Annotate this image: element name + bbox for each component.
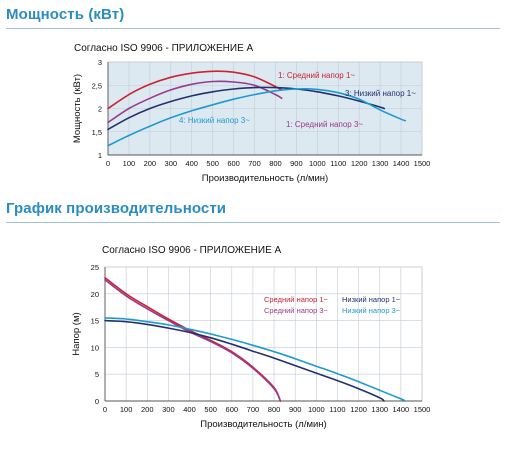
x-axis-label: Производительность (л/мин) <box>202 173 328 184</box>
x-tick-label: 1100 <box>329 405 345 414</box>
performance-chart: Согласно ISO 9906 - ПРИЛОЖЕНИЕ А0 100 200 3… <box>71 245 431 430</box>
x-tick-label: 600 <box>226 405 239 414</box>
series-line-3 <box>107 86 386 131</box>
series-line-1 <box>107 70 283 110</box>
series-annotation: 4: Низкий напор 3~ <box>179 116 250 125</box>
y-tick-label: 20 <box>91 290 99 299</box>
x-tick-label: 300 <box>165 159 178 168</box>
x-tick-label: 700 <box>248 159 261 168</box>
x-tick-label: 200 <box>144 159 157 168</box>
chart-title: Согласно ISO 9906 - ПРИЛОЖЕНИЕ А <box>74 43 254 54</box>
series-annotation: 3: Низкий напор 1~ <box>345 89 416 98</box>
x-tick-label: 900 <box>290 159 303 168</box>
x-tick-label: 400 <box>185 159 198 168</box>
x-tick-label: 700 <box>247 405 260 414</box>
section-divider <box>6 222 500 223</box>
legend-entry: Средний напор 3~ <box>264 306 329 315</box>
x-tick-label: 0 <box>103 405 107 414</box>
x-tick-label: 600 <box>227 159 240 168</box>
y-tick-label: 10 <box>91 343 99 352</box>
y-axis-label: Мощность (кВт) <box>72 74 83 143</box>
legend-entry: Низкий напор 1~ <box>342 295 401 304</box>
x-tick-label: 1100 <box>330 159 346 168</box>
x-tick-label: 900 <box>289 405 302 414</box>
series-line-4 <box>107 88 407 147</box>
y-tick-label: 5 <box>95 370 99 379</box>
section-divider <box>6 28 500 29</box>
x-tick-label: 400 <box>183 405 196 414</box>
series-line-2 <box>104 279 282 402</box>
x-tick-label: 1000 <box>308 405 325 414</box>
y-tick-label: 2 <box>98 105 102 114</box>
x-tick-label: 1300 <box>371 405 388 414</box>
x-tick-label: 100 <box>123 159 136 168</box>
series-line-2 <box>107 80 283 124</box>
y-tick-label: 1 <box>98 151 102 160</box>
legend-entry: Средний напор 1~ <box>264 295 329 304</box>
x-tick-label: 1000 <box>309 159 326 168</box>
y-tick-label: 3 <box>98 58 102 67</box>
x-axis-label: Производительность (л/мин) <box>200 419 326 430</box>
x-tick-label: 1400 <box>393 405 410 414</box>
x-tick-label: 200 <box>141 405 154 414</box>
plot-area <box>104 266 423 402</box>
y-tick-label: 2,5 <box>92 81 102 90</box>
x-tick-label: 100 <box>120 405 133 414</box>
x-tick-label: 500 <box>206 159 219 168</box>
series-line-3 <box>104 319 385 402</box>
y-axis-label: Напор (м) <box>71 312 82 355</box>
x-tick-label: 300 <box>162 405 175 414</box>
power-chart: Согласно ISO 9906 - ПРИЛОЖЕНИЕ А 0 100 200 3… <box>72 43 431 184</box>
x-tick-label: 0 <box>106 159 110 168</box>
series-annotation: 1: Средний напор 1~ <box>278 71 355 80</box>
x-tick-label: 800 <box>268 405 281 414</box>
x-tick-label: 1200 <box>350 405 367 414</box>
x-tick-label: 1500 <box>414 405 431 414</box>
x-tick-label: 800 <box>269 159 282 168</box>
x-tick-label: 500 <box>204 405 217 414</box>
x-tick-label: 1300 <box>372 159 389 168</box>
legend-entry: Низкий напор 3~ <box>342 306 401 315</box>
y-tick-label: 25 <box>91 263 99 272</box>
y-tick-label: 15 <box>91 317 99 326</box>
series-line-4 <box>104 317 406 402</box>
y-tick-label: 1,5 <box>92 128 102 137</box>
x-tick-label: 1500 <box>414 159 431 168</box>
section-title-performance: График производительности <box>6 200 227 217</box>
chart-title: Согласно ISO 9906 - ПРИЛОЖЕНИЕ А <box>102 245 282 256</box>
x-tick-label: 1400 <box>393 159 410 168</box>
series-annotation: 1: Средний напор 3~ <box>286 120 363 129</box>
x-tick-label: 1200 <box>351 159 368 168</box>
y-tick-label: 0 <box>95 397 99 406</box>
section-title-power: Мощность (кВт) <box>6 6 125 23</box>
